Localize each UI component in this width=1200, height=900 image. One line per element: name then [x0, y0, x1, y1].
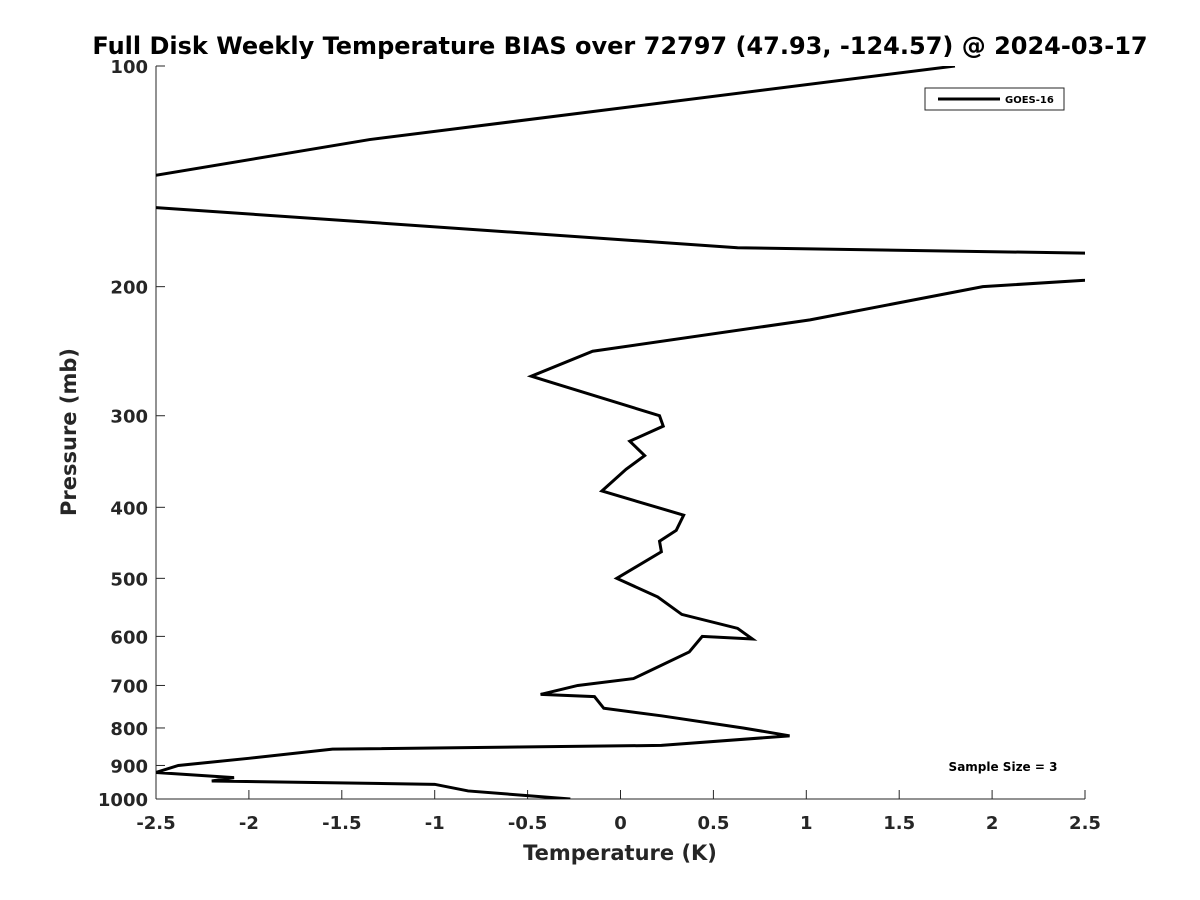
x-tick-label: -2.5	[136, 813, 175, 834]
y-tick-label: 600	[110, 627, 148, 648]
x-tick-label: 1	[800, 813, 813, 834]
x-tick-label: -0.5	[508, 813, 547, 834]
y-axis-label: Pressure (mb)	[57, 348, 81, 516]
y-tick-label: 500	[110, 569, 148, 590]
x-tick-label: 0.5	[697, 813, 729, 834]
series-layer	[156, 66, 1085, 799]
y-tick-label: 300	[110, 407, 148, 428]
x-axis: -2.5 -2 -1.5 -1 -0.5 0 0.5 1 1.5 2 2.5	[136, 790, 1101, 834]
x-axis-label: Temperature (K)	[523, 841, 717, 865]
x-tick-label: 2	[986, 813, 999, 834]
x-tick-label: -1	[425, 813, 445, 834]
legend-label: GOES-16	[1005, 95, 1054, 106]
y-tick-label: 900	[110, 756, 148, 777]
x-tick-label: 0	[614, 813, 627, 834]
x-tick-label: -2	[239, 813, 259, 834]
y-axis: 100 200 300 400 500 600 700 800 900 1000	[98, 57, 165, 811]
x-tick-label: 1.5	[883, 813, 915, 834]
y-tick-label: 400	[110, 498, 148, 519]
y-tick-label: 700	[110, 676, 148, 697]
x-tick-label: -1.5	[322, 813, 361, 834]
y-tick-label: 1000	[98, 790, 148, 811]
y-tick-label: 800	[110, 719, 148, 740]
legend: GOES-16	[924, 87, 1065, 111]
sample-size-annotation: Sample Size = 3	[949, 760, 1058, 774]
chart-title: Full Disk Weekly Temperature BIAS over 7…	[92, 32, 1147, 60]
y-tick-label: 100	[110, 57, 148, 78]
x-tick-label: 2.5	[1069, 813, 1101, 834]
series-line	[156, 66, 1085, 799]
y-tick-label: 200	[110, 278, 148, 299]
